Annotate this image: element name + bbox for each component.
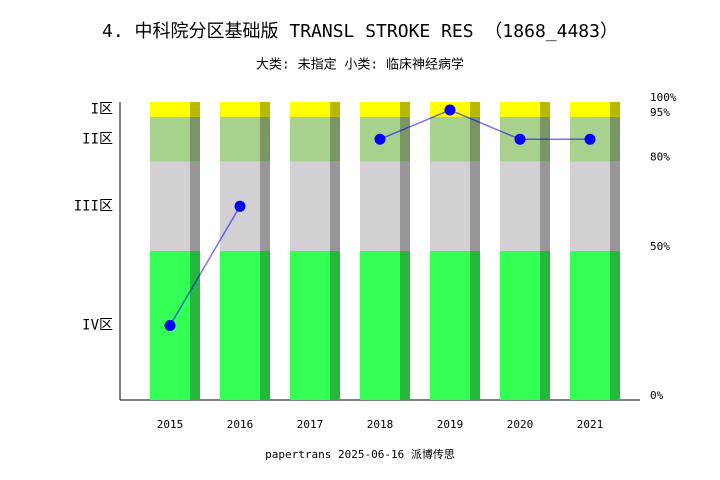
line-point bbox=[374, 133, 386, 145]
bar-shade bbox=[190, 116, 200, 162]
bar-segment bbox=[290, 102, 340, 117]
bar-shade bbox=[190, 161, 200, 251]
bar-shade bbox=[330, 251, 340, 400]
plot-area: 2015 2016 2017 2018 2019 2020 2021 IV区 III区 II区 I区… bbox=[74, 91, 677, 431]
zone-label: II区 bbox=[82, 131, 113, 147]
bar-shade bbox=[400, 251, 410, 400]
line-point bbox=[234, 200, 246, 212]
bar-shade bbox=[260, 161, 270, 251]
bar-shade bbox=[260, 102, 270, 117]
bar-shade bbox=[610, 251, 620, 400]
chart-subtitle: 大类: 未指定 小类: 临床神经病学 bbox=[256, 57, 464, 73]
x-tick-label: 2015 bbox=[157, 418, 184, 431]
bar-shade bbox=[260, 251, 270, 400]
bar-shade bbox=[610, 161, 620, 251]
x-tick-label: 2016 bbox=[227, 418, 254, 431]
bar-segment bbox=[150, 102, 200, 117]
bar-shade bbox=[400, 102, 410, 117]
bar-segment bbox=[220, 102, 270, 117]
line-point bbox=[444, 104, 456, 116]
bar-segment bbox=[360, 102, 410, 117]
y-tick-label: 100% bbox=[650, 91, 677, 104]
footer: papertrans 2025-06-16 派博传思 bbox=[265, 448, 455, 461]
bar-shade bbox=[400, 116, 410, 162]
bar-shade bbox=[260, 116, 270, 162]
y-tick-label: 0% bbox=[650, 389, 664, 402]
line-point bbox=[584, 133, 596, 145]
y-tick-label: 50% bbox=[650, 240, 670, 253]
x-tick-label: 2020 bbox=[507, 418, 534, 431]
y-tick-label: 80% bbox=[650, 151, 670, 164]
bar-shade bbox=[190, 251, 200, 400]
bar-segment bbox=[570, 102, 620, 117]
bar-shade bbox=[190, 102, 200, 117]
y-tick-label: 95% bbox=[650, 106, 670, 119]
bar-shade bbox=[470, 116, 480, 162]
bar-shade bbox=[610, 116, 620, 162]
line bbox=[169, 109, 590, 326]
line-point bbox=[164, 320, 176, 331]
x-tick-label: 2019 bbox=[437, 418, 464, 431]
bar-segment bbox=[500, 102, 550, 117]
bar-shade bbox=[540, 161, 550, 251]
bar-shade bbox=[540, 251, 550, 400]
x-tick-label: 2017 bbox=[297, 418, 324, 431]
bar-shade bbox=[470, 102, 480, 117]
line-point bbox=[514, 133, 526, 145]
bar-shade bbox=[540, 102, 550, 117]
bar-shade bbox=[400, 161, 410, 251]
x-tick-label: 2021 bbox=[577, 418, 604, 431]
bar-shade bbox=[470, 251, 480, 400]
chart-title: 4. 中科院分区基础版 TRANSL STROKE RES （1868_4483… bbox=[102, 21, 618, 42]
bar-shade bbox=[330, 116, 340, 162]
zone-label: III区 bbox=[74, 198, 113, 214]
bar-shade bbox=[330, 102, 340, 117]
bar-shade bbox=[330, 161, 340, 251]
zone-label: I区 bbox=[91, 101, 113, 117]
bar-shade bbox=[470, 161, 480, 251]
bar-shade bbox=[610, 102, 620, 117]
zone-label: IV区 bbox=[82, 318, 113, 334]
x-tick-label: 2018 bbox=[367, 418, 394, 431]
